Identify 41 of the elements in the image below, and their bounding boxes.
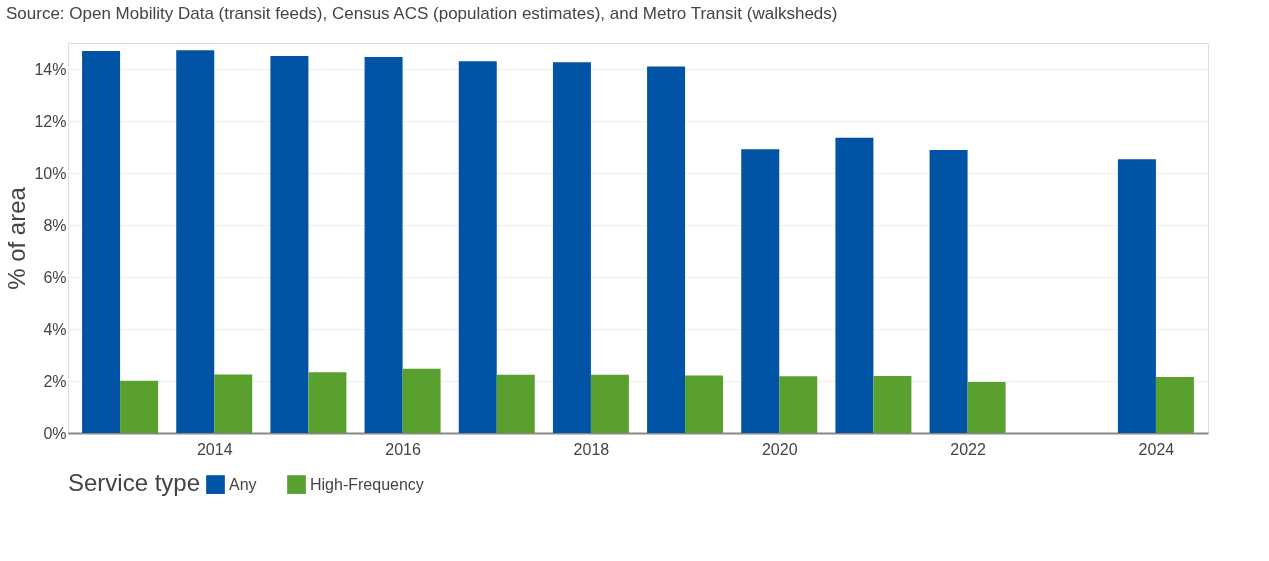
y-tick-label: 10% (34, 164, 67, 182)
x-tick-label: 2024 (1138, 440, 1175, 458)
bar (270, 56, 309, 433)
source-note: Source: Open Mobility Data (transit feeds), Census ACS (population estimates), and Metro Transit (walksheds) (5, 4, 838, 23)
bar (120, 380, 159, 433)
x-tick-label: 2018 (573, 440, 610, 458)
bar (835, 137, 874, 433)
y-tick-label: 4% (43, 320, 67, 338)
bar (741, 149, 780, 433)
bar (308, 372, 347, 433)
y-tick-label: 12% (34, 112, 67, 130)
bar (552, 62, 591, 433)
bar (176, 50, 215, 433)
bar (873, 376, 912, 433)
bar (214, 374, 253, 433)
bar (82, 51, 121, 433)
x-tick-label: 2020 (761, 440, 798, 458)
legend-label: High-Frequency (310, 475, 424, 493)
bar (590, 374, 629, 433)
y-tick-label: 6% (43, 268, 67, 286)
bar (402, 368, 441, 433)
legend-title: Service type (68, 469, 201, 496)
bar (647, 66, 686, 433)
x-tick-label: 2016 (385, 440, 421, 458)
y-tick-label: 0% (43, 424, 67, 442)
bar (496, 374, 535, 433)
x-tick-label: 2022 (950, 440, 986, 458)
y-axis-title: % of area (3, 186, 31, 290)
bar (1155, 377, 1194, 433)
y-tick-label: 14% (34, 60, 67, 78)
bar (779, 376, 818, 433)
bar (929, 150, 968, 433)
y-tick-label: 2% (43, 372, 67, 390)
legend-label: Any (229, 475, 257, 493)
x-tick-label: 2014 (196, 440, 233, 458)
bar (685, 375, 724, 433)
bar (1117, 159, 1156, 433)
bar (458, 61, 497, 433)
bar (967, 382, 1006, 433)
y-tick-label: 8% (43, 216, 67, 234)
bar (364, 57, 403, 433)
